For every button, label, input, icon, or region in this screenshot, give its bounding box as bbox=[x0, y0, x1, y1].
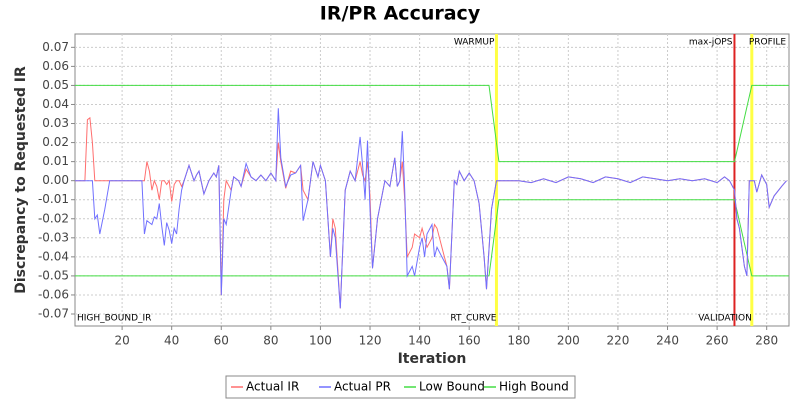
y-axis-label: Discrepancy to Requested IR bbox=[13, 66, 29, 294]
y-tick-label: 0.05 bbox=[42, 78, 69, 92]
series-line bbox=[75, 108, 787, 309]
legend-label: High Bound bbox=[499, 380, 569, 394]
y-tick-label: -0.04 bbox=[38, 249, 69, 263]
marker-label: WARMUP bbox=[454, 38, 495, 48]
x-axis-label: Iteration bbox=[398, 351, 467, 367]
x-tick-label: 180 bbox=[507, 334, 530, 348]
y-tick-label: -0.05 bbox=[38, 268, 69, 282]
x-tick-label: 220 bbox=[606, 334, 629, 348]
y-tick-label: -0.06 bbox=[38, 287, 69, 301]
y-tick-label: -0.02 bbox=[38, 211, 69, 225]
marker-label: VALIDATION bbox=[698, 314, 752, 324]
x-tick-label: 280 bbox=[755, 334, 778, 348]
marker-label: PROFILE bbox=[749, 38, 787, 48]
x-tick-label: 260 bbox=[706, 334, 729, 348]
marker-label: RT_CURVE bbox=[450, 314, 496, 324]
chart-title: IR/PR Accuracy bbox=[320, 3, 481, 25]
x-tick-label: 120 bbox=[359, 334, 382, 348]
y-tick-label: 0.00 bbox=[42, 173, 69, 187]
legend-label: Actual IR bbox=[246, 380, 299, 394]
legend-label: Actual PR bbox=[334, 380, 391, 394]
series-line bbox=[75, 84, 789, 163]
y-tick-label: -0.07 bbox=[38, 307, 69, 321]
y-tick-label: 0.06 bbox=[42, 59, 69, 73]
x-tick-label: 140 bbox=[408, 334, 431, 348]
x-tick-label: 20 bbox=[114, 334, 129, 348]
marker-label: HIGH_BOUND_IR bbox=[77, 314, 151, 324]
plot-area bbox=[74, 33, 790, 327]
legend-label: Low Bound bbox=[419, 380, 485, 394]
x-tick-label: 100 bbox=[309, 334, 332, 348]
y-tick-label: -0.03 bbox=[38, 230, 69, 244]
legend bbox=[225, 375, 576, 399]
series-line bbox=[75, 199, 789, 277]
x-tick-label: 80 bbox=[263, 334, 278, 348]
y-tick-label: 0.02 bbox=[42, 135, 69, 149]
marker-label: max-jOPS bbox=[689, 38, 733, 48]
y-tick-label: 0.01 bbox=[42, 154, 69, 168]
x-tick-label: 160 bbox=[458, 334, 481, 348]
x-tick-label: 40 bbox=[164, 334, 179, 348]
y-tick-label: 0.04 bbox=[42, 97, 69, 111]
y-tick-label: -0.01 bbox=[38, 192, 69, 206]
y-tick-label: 0.03 bbox=[42, 116, 69, 130]
x-tick-label: 60 bbox=[214, 334, 229, 348]
y-tick-label: 0.07 bbox=[42, 40, 69, 54]
x-tick-label: 200 bbox=[557, 334, 580, 348]
x-tick-label: 240 bbox=[656, 334, 679, 348]
